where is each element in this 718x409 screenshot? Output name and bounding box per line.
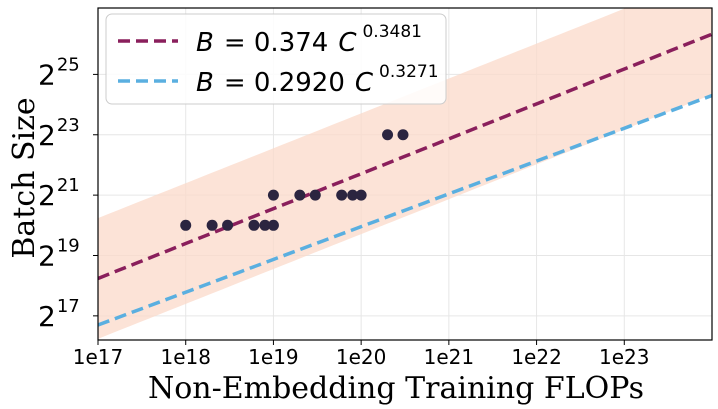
x-tick-label: 1e20 — [336, 345, 386, 369]
data-point — [180, 219, 192, 231]
legend-box — [105, 13, 447, 105]
y-tick-label: 217 — [38, 296, 80, 333]
data-point — [206, 219, 218, 231]
confidence-band-layer — [98, 8, 712, 339]
data-point — [347, 189, 359, 201]
x-axis-label: Non-Embedding Training FLOPs — [148, 371, 644, 406]
y-tick-label: 221 — [38, 175, 80, 212]
fit-lines-layer — [98, 32, 712, 327]
x-tick-label: 1e22 — [511, 345, 561, 369]
legend-label-2: B = 0.2920 C 0.3271 — [196, 62, 439, 98]
data-point — [259, 219, 271, 231]
legend: B = 0.374 C 0.3481 B = 0.2920 C 0.3271 — [105, 13, 447, 105]
x-tick-label: 1e19 — [248, 345, 298, 369]
y-axis-label: Batch Size — [7, 97, 42, 258]
legend-label-1: B = 0.374 C 0.3481 — [196, 22, 422, 58]
fit-line-1 — [98, 32, 712, 281]
y-ticks: 217 219 221 223 225 — [38, 54, 98, 333]
data-point — [355, 189, 367, 201]
data-points-layer — [180, 129, 409, 231]
x-tick-label: 1e17 — [73, 345, 123, 369]
x-tick-label: 1e18 — [160, 345, 210, 369]
data-point — [336, 189, 348, 201]
x-ticks: 1e17 1e18 1e19 1e20 1e21 1e22 1e23 — [73, 340, 650, 369]
y-tick-label: 219 — [38, 235, 80, 272]
data-point — [267, 189, 279, 201]
plot-frame — [97, 7, 713, 341]
x-tick-label: 1e21 — [424, 345, 474, 369]
y-tick-label: 223 — [38, 115, 80, 152]
y-tick-label: 225 — [38, 54, 80, 91]
data-point — [267, 219, 279, 231]
confidence-band — [98, 8, 712, 339]
x-tick-label: 1e23 — [599, 345, 649, 369]
data-point — [294, 189, 306, 201]
data-point — [222, 219, 234, 231]
data-point — [382, 129, 394, 141]
fit-line-2 — [98, 93, 712, 327]
data-point — [309, 189, 321, 201]
data-point — [397, 129, 409, 141]
data-point — [248, 219, 260, 231]
